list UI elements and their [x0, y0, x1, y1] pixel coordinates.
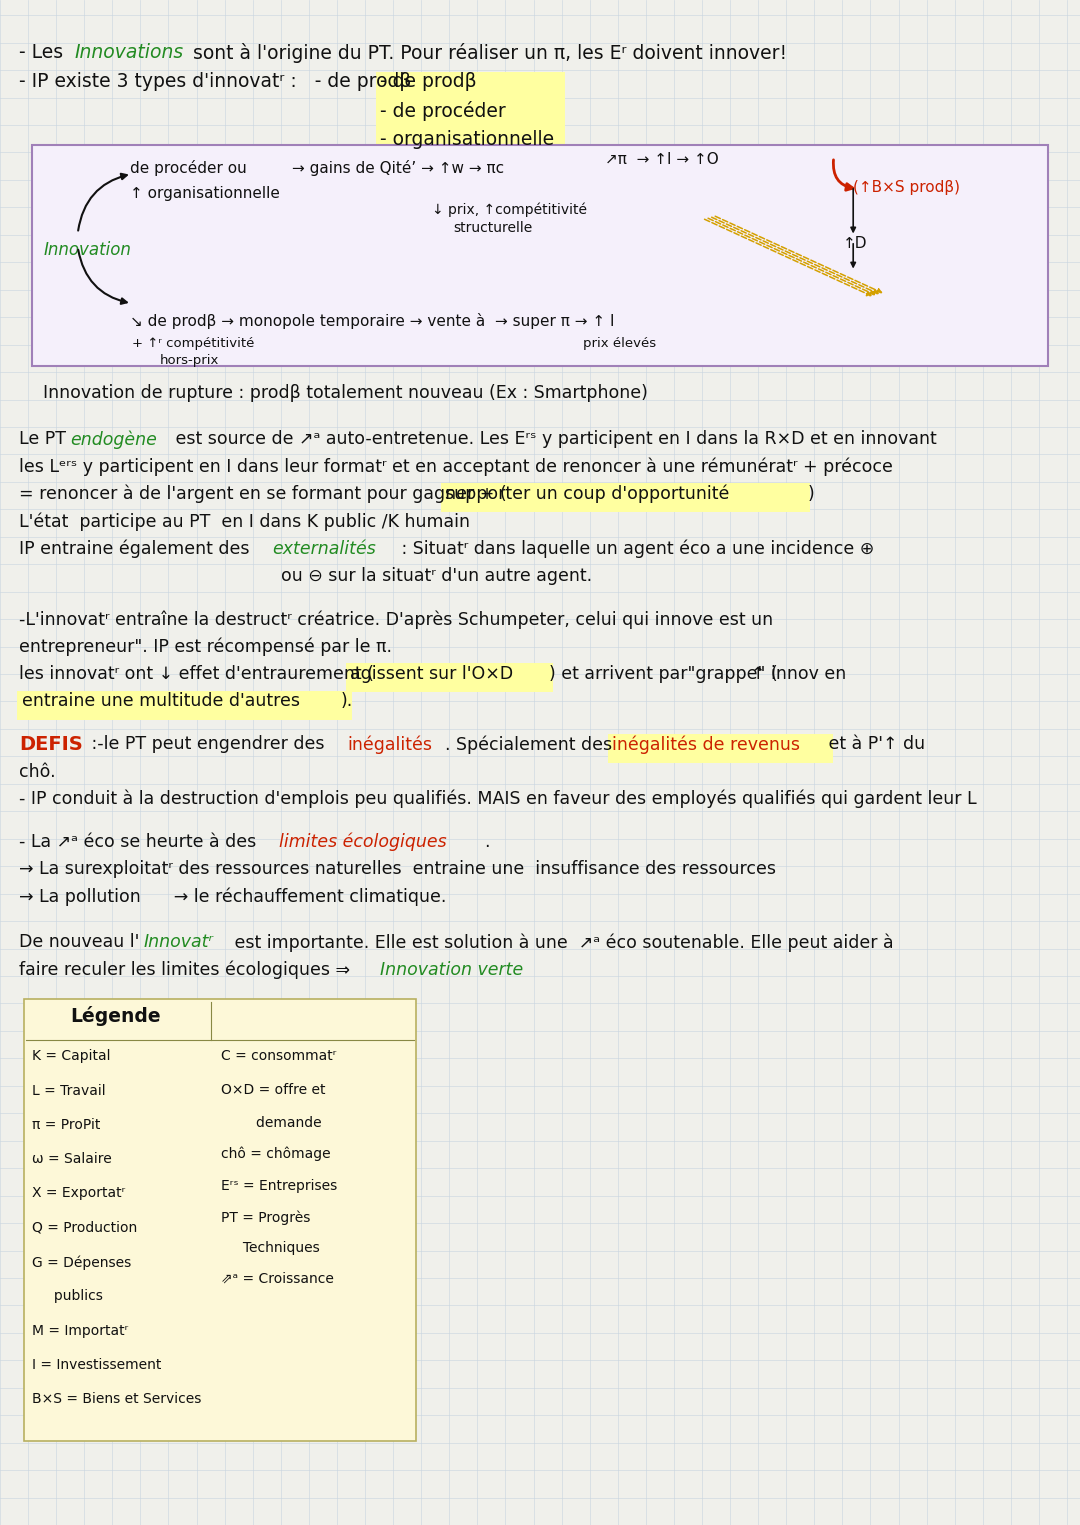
Text: + ↑ʳ compétitivité: + ↑ʳ compétitivité: [132, 337, 254, 351]
Text: ⇗ᵃ = Croissance: ⇗ᵃ = Croissance: [221, 1272, 335, 1286]
Text: prix élevés: prix élevés: [583, 337, 657, 351]
Text: Innovatʳ: Innovatʳ: [144, 933, 214, 952]
Text: = renoncer à de l'argent en se formant pour gagner + (: = renoncer à de l'argent en se formant p…: [19, 485, 508, 503]
Text: supporter un coup d'opportunité: supporter un coup d'opportunité: [445, 485, 729, 503]
Text: les innovatʳ ont ↓ effet d'entraurement (: les innovatʳ ont ↓ effet d'entraurement …: [19, 665, 375, 683]
Text: - de procéder: - de procéder: [380, 101, 505, 120]
Text: Innovation verte: Innovation verte: [380, 961, 524, 979]
Text: - Les: - Les: [19, 43, 69, 61]
Text: demande: demande: [221, 1116, 322, 1130]
Text: - de prodβ: - de prodβ: [380, 72, 476, 90]
Text: Q = Production: Q = Production: [32, 1220, 137, 1235]
Text: L = Travail: L = Travail: [32, 1083, 106, 1098]
Text: Eʳˢ = Entreprises: Eʳˢ = Entreprises: [221, 1179, 338, 1193]
FancyBboxPatch shape: [376, 72, 565, 101]
Text: : Situatʳ dans laquelle un agent éco a une incidence ⊕: : Situatʳ dans laquelle un agent éco a u…: [396, 540, 875, 558]
Text: Légende: Légende: [70, 1006, 161, 1026]
Text: Innovations: Innovations: [75, 43, 184, 61]
Text: - IP existe 3 types d'innovatʳ :   - de prodβ: - IP existe 3 types d'innovatʳ : - de pr…: [19, 72, 411, 90]
Text: Innovation de rupture : prodβ totalement nouveau (Ex : Smartphone): Innovation de rupture : prodβ totalement…: [43, 384, 648, 403]
Text: DEFIS: DEFIS: [19, 735, 83, 753]
Text: et à P'↑ du: et à P'↑ du: [823, 735, 926, 753]
FancyBboxPatch shape: [32, 145, 1048, 366]
Text: ↓ prix, ↑compétitivité: ↓ prix, ↑compétitivité: [432, 203, 588, 218]
Text: (↑B×S prodβ): (↑B×S prodβ): [853, 180, 960, 195]
Text: ↗π  → ↑I → ↑O: ↗π → ↑I → ↑O: [605, 152, 718, 168]
Text: ) et arrivent par"grappe" (: ) et arrivent par"grappe" (: [549, 665, 778, 683]
Text: → La pollution      → le réchauffement climatique.: → La pollution → le réchauffement climat…: [19, 888, 447, 906]
Text: - organisationnelle: - organisationnelle: [380, 130, 554, 148]
Text: hors-prix: hors-prix: [160, 354, 219, 368]
Text: structurelle: structurelle: [454, 221, 532, 235]
Text: de procéder ou: de procéder ou: [130, 160, 246, 175]
Text: ou ⊖ sur la situatʳ d'un autre agent.: ou ⊖ sur la situatʳ d'un autre agent.: [281, 567, 592, 586]
FancyBboxPatch shape: [441, 483, 810, 512]
Text: G = Dépenses: G = Dépenses: [32, 1255, 132, 1270]
Text: π = ProPit: π = ProPit: [32, 1118, 100, 1132]
Text: - La ↗ᵃ éco se heurte à des: - La ↗ᵃ éco se heurte à des: [19, 833, 262, 851]
Text: Techniques: Techniques: [221, 1241, 320, 1255]
Text: M = Importatʳ: M = Importatʳ: [32, 1324, 129, 1337]
Text: entraine une multitude d'autres: entraine une multitude d'autres: [22, 692, 299, 711]
Text: inégalités de revenus: inégalités de revenus: [612, 735, 800, 753]
Text: endogène: endogène: [70, 430, 157, 448]
Text: - IP conduit à la destruction d'emplois peu qualifiés. MAIS en faveur des employ: - IP conduit à la destruction d'emplois …: [19, 790, 977, 808]
Text: ): ): [808, 485, 814, 503]
Text: limites écologiques: limites écologiques: [279, 833, 446, 851]
Text: L'état  participe au PT  en I dans K public /K humain: L'état participe au PT en I dans K publi…: [19, 512, 471, 531]
FancyBboxPatch shape: [376, 130, 565, 159]
Text: chô.: chô.: [19, 762, 56, 781]
Text: K = Capital: K = Capital: [32, 1049, 111, 1063]
FancyBboxPatch shape: [346, 663, 553, 692]
Text: ).: ).: [340, 692, 352, 711]
Text: -L'innovatʳ entraîne la destructʳ créatrice. D'après Schumpeter, celui qui innov: -L'innovatʳ entraîne la destructʳ créatr…: [19, 610, 773, 628]
Text: :-le PT peut engendrer des: :-le PT peut engendrer des: [86, 735, 330, 753]
Text: faire reculer les limites écologiques ⇒: faire reculer les limites écologiques ⇒: [19, 961, 356, 979]
Text: agissent sur l'O×D: agissent sur l'O×D: [350, 665, 513, 683]
Text: est importante. Elle est solution à une  ↗ᵃ éco soutenable. Elle peut aider à: est importante. Elle est solution à une …: [229, 933, 893, 952]
Text: chô = chômage: chô = chômage: [221, 1147, 332, 1162]
Text: est source de ↗ᵃ auto-entretenue. Les Eʳˢ y participent en I dans la R×D et en i: est source de ↗ᵃ auto-entretenue. Les Eʳ…: [170, 430, 936, 448]
Text: → gains de Qité’ → ↑w → πc: → gains de Qité’ → ↑w → πc: [292, 160, 503, 175]
Text: Innovation: Innovation: [43, 241, 131, 259]
Text: publics: publics: [32, 1290, 104, 1304]
Text: O×D = offre et: O×D = offre et: [221, 1083, 326, 1096]
Text: ↑ organisationnelle: ↑ organisationnelle: [130, 186, 280, 201]
Text: sont à l'origine du PT. Pour réaliser un π, les Eʳ doivent innover!: sont à l'origine du PT. Pour réaliser un…: [187, 43, 787, 63]
Text: inégalités: inégalités: [348, 735, 433, 753]
Text: Le PT: Le PT: [19, 430, 72, 448]
Text: ↘ de prodβ → monopole temporaire → vente à  → super π → ↑ I: ↘ de prodβ → monopole temporaire → vente…: [130, 313, 615, 328]
Text: PT = Progrès: PT = Progrès: [221, 1211, 311, 1226]
FancyBboxPatch shape: [24, 999, 416, 1441]
Text: ↑ innov en: ↑ innov en: [751, 665, 846, 683]
Text: IP entraine également des: IP entraine également des: [19, 540, 256, 558]
Text: entrepreneur". IP est récompensé par le π.: entrepreneur". IP est récompensé par le …: [19, 637, 392, 656]
Text: .: .: [484, 833, 489, 851]
Text: C = consommatʳ: C = consommatʳ: [221, 1049, 337, 1063]
FancyBboxPatch shape: [17, 691, 352, 720]
Text: X = Exportatʳ: X = Exportatʳ: [32, 1186, 125, 1200]
Text: De nouveau l': De nouveau l': [19, 933, 139, 952]
Text: les Lᵉʳˢ y participent en I dans leur formatʳ et en acceptant de renoncer à une : les Lᵉʳˢ y participent en I dans leur fo…: [19, 458, 893, 476]
Text: ↑D: ↑D: [842, 236, 867, 252]
Text: . Spécialement des: . Spécialement des: [445, 735, 618, 753]
FancyBboxPatch shape: [608, 734, 833, 762]
Text: I = Investissement: I = Investissement: [32, 1357, 162, 1372]
Text: externalités: externalités: [272, 540, 376, 558]
Text: B×S = Biens et Services: B×S = Biens et Services: [32, 1392, 202, 1406]
FancyBboxPatch shape: [376, 101, 565, 130]
Text: ω = Salaire: ω = Salaire: [32, 1153, 112, 1167]
Text: → La surexploitatʳ des ressources naturelles  entraine une  insuffisance des res: → La surexploitatʳ des ressources nature…: [19, 860, 777, 878]
